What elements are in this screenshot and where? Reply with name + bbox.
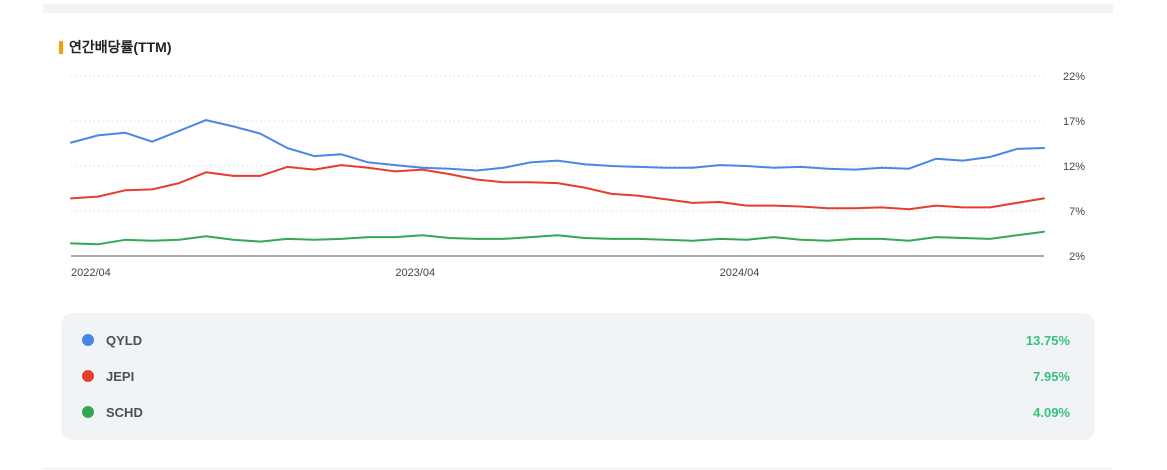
dividend-yield-chart: 2% 7% 12% 17% 22% 2022/04 2023/04 2024/04 [70,71,1085,279]
legend-value: 13.75% [1025,332,1070,348]
legend-dot-schd [82,406,94,418]
legend-value: 4.09% [1033,404,1070,420]
section-title: 연간배당률(TTM) [59,38,172,56]
series-line-qyld [70,119,1045,172]
series-line-jepi [70,164,1045,211]
legend-row-schd[interactable]: SCHD 4.09% [61,402,1095,422]
x-tick-label: 2024/04 [720,267,760,279]
legend-value: 7.95% [1033,368,1070,384]
legend-row-jepi[interactable]: JEPI 7.95% [61,366,1095,386]
series-line-schd [70,230,1045,246]
legend-dot-qyld [82,334,94,346]
top-divider-bar [43,4,1113,13]
y-tick-label: 2% [1069,251,1085,263]
y-tick-label: 7% [1069,206,1085,218]
x-tick-label: 2023/04 [395,267,435,279]
bottom-divider [43,468,1113,469]
legend-name: SCHD [106,404,143,420]
legend-dot-jepi [82,370,94,382]
legend-name: QYLD [106,332,143,348]
legend-name: JEPI [106,368,135,384]
y-tick-label: 22% [1063,71,1085,83]
title-accent-bar [59,40,63,54]
section-title-text: 연간배당률(TTM) [69,39,172,55]
legend-row-qyld[interactable]: QYLD 13.75% [61,330,1095,350]
y-tick-label: 12% [1063,161,1085,173]
y-tick-label: 17% [1063,116,1085,128]
legend-card: QYLD 13.75% JEPI 7.95% SCHD 4.09% [61,313,1095,440]
x-tick-label: 2022/04 [71,267,111,279]
